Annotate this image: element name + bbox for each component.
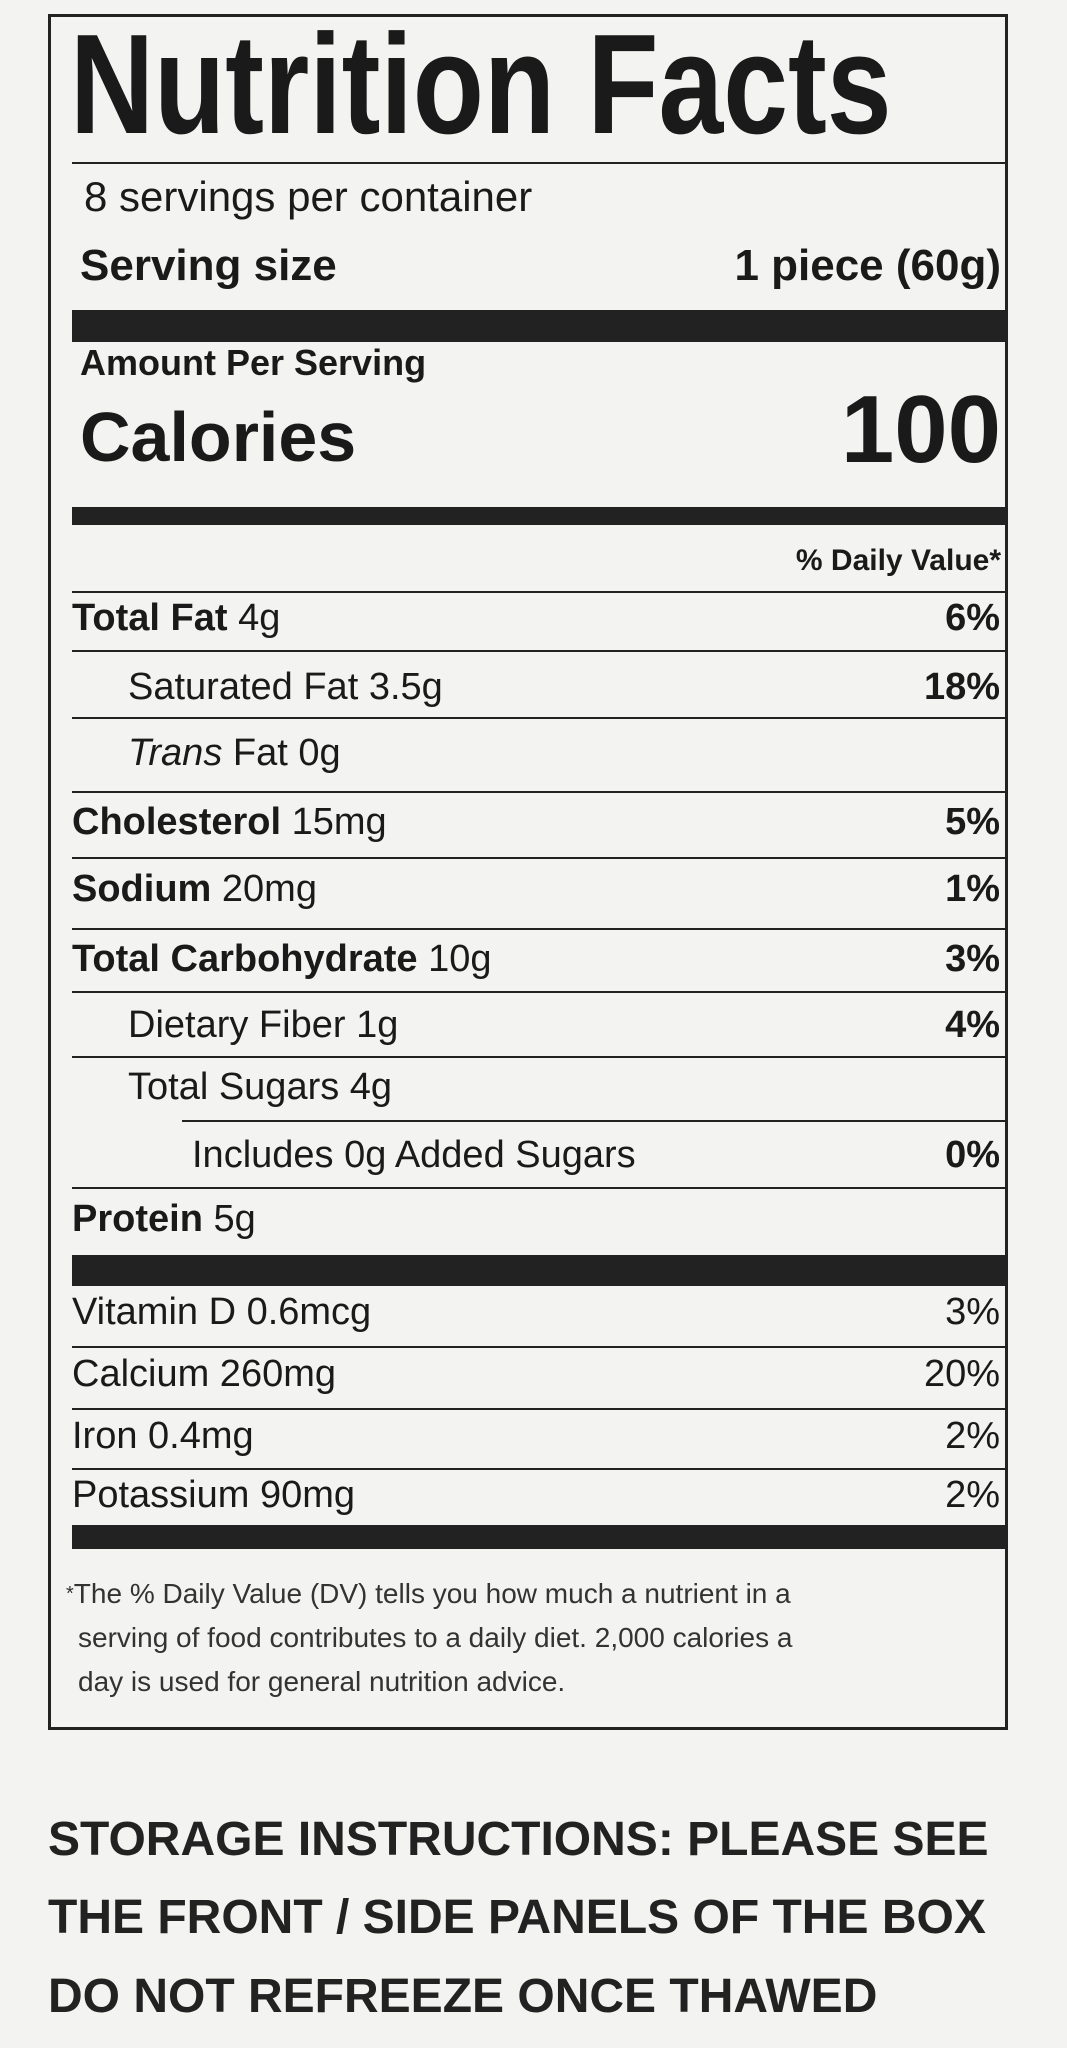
nutrient-amount: 3.5g (368, 666, 443, 708)
footnote-line: serving of food contributes to a daily d… (78, 1622, 793, 1653)
vitamin-text: Calcium 260mg (72, 1353, 336, 1395)
divider (72, 591, 1007, 593)
vitamin-dv: 2% (945, 1415, 1000, 1457)
vitamin-row-calcium: Calcium 260mg 20% (72, 1353, 1000, 1397)
nutrient-row-saturated-fat: Saturated Fat 3.5g 18% (72, 666, 1000, 710)
nutrient-amount: 1g (356, 1004, 399, 1046)
nutrient-row-dietary-fiber: Dietary Fiber 1g 4% (72, 1004, 1000, 1048)
nutrient-amount: 4g (238, 597, 281, 639)
nutrient-name: Protein (72, 1198, 203, 1240)
nutrient-dv: 4% (945, 1004, 1000, 1046)
divider (72, 1346, 1007, 1348)
nutrient-row-trans-fat: Trans Fat 0g (72, 732, 1000, 776)
divider (72, 162, 1007, 164)
label-title: Nutrition Facts (70, 14, 1067, 156)
divider (72, 791, 1007, 793)
divider (72, 857, 1007, 859)
vitamin-dv: 20% (923, 1353, 1000, 1395)
title-text: Nutrition Facts (70, 5, 892, 164)
vitamin-dv: 3% (945, 1291, 1000, 1333)
nutrient-name: Cholesterol (72, 801, 282, 843)
nutrient-amount: 0g (298, 732, 341, 774)
nutrient-dv: 1% (945, 868, 1000, 910)
thick-divider (72, 507, 1007, 525)
nutrient-dv: 6% (945, 597, 1000, 639)
nutrient-dv: 3% (945, 938, 1000, 980)
nutrient-name: Trans (128, 732, 223, 774)
calories-value: 100 (840, 376, 1001, 483)
nutrient-row-total-sugars: Total Sugars 4g (72, 1066, 1000, 1110)
nutrient-row-added-sugars: Includes 0g Added Sugars 0% (72, 1134, 1000, 1178)
thick-divider (72, 310, 1007, 342)
divider (72, 717, 1007, 719)
vitamin-text: Iron 0.4mg (72, 1415, 254, 1457)
storage-line: STORAGE INSTRUCTIONS: PLEASE SEE (48, 1813, 989, 1866)
footnote-line: day is used for general nutrition advice… (78, 1666, 566, 1697)
nutrient-amount: 10g (428, 938, 492, 980)
vitamin-row-potassium: Potassium 90mg 2% (72, 1474, 1000, 1518)
nutrient-amount: 15mg (291, 801, 387, 843)
footnote-line: The % Daily Value (DV) tells you how muc… (73, 1578, 791, 1609)
nutrient-name-suffix: Fat (232, 732, 288, 774)
nutrient-dv: 5% (945, 801, 1000, 843)
footnote: *The % Daily Value (DV) tells you how mu… (66, 1572, 792, 1704)
daily-value-header: % Daily Value* (795, 544, 1001, 577)
footnote-marker: * (66, 1583, 74, 1605)
divider (72, 928, 1007, 930)
nutrient-name: Total Sugars (128, 1066, 340, 1108)
nutrient-name: Includes 0g Added Sugars (192, 1134, 636, 1176)
divider (182, 1120, 1007, 1122)
storage-line: DO NOT REFREEZE ONCE THAWED (48, 1970, 878, 2023)
nutrient-name: Total Carbohydrate (72, 938, 418, 980)
nutrient-row-sodium: Sodium 20mg 1% (72, 868, 1000, 912)
divider (72, 1468, 1007, 1470)
nutrient-name: Sodium (72, 868, 212, 910)
calories-label: Calories (80, 398, 357, 476)
divider (72, 991, 1007, 993)
nutrition-facts-panel (48, 14, 1008, 1730)
nutrient-name: Dietary Fiber (128, 1004, 346, 1046)
vitamin-dv: 2% (945, 1474, 1000, 1516)
nutrient-amount: 5g (213, 1198, 256, 1240)
nutrient-dv: 18% (923, 666, 1000, 708)
storage-line: THE FRONT / SIDE PANELS OF THE BOX (48, 1891, 986, 1944)
thick-divider (72, 1255, 1007, 1286)
nutrient-row-cholesterol: Cholesterol 15mg 5% (72, 801, 1000, 845)
nutrient-name: Total Fat (72, 597, 228, 639)
nutrient-dv: 0% (945, 1134, 1000, 1176)
thick-divider (72, 1525, 1007, 1549)
nutrient-row-total-fat: Total Fat 4g 6% (72, 597, 1000, 641)
serving-size-label: Serving size (80, 241, 337, 290)
vitamin-row-vitamin-d: Vitamin D 0.6mcg 3% (72, 1291, 1000, 1335)
vitamin-row-iron: Iron 0.4mg 2% (72, 1415, 1000, 1459)
nutrient-amount: 20mg (221, 868, 317, 910)
vitamin-text: Potassium 90mg (72, 1474, 356, 1516)
divider (72, 1408, 1007, 1410)
divider (72, 1056, 1007, 1058)
divider (72, 1187, 1007, 1189)
amount-per-serving: Amount Per Serving (80, 342, 427, 383)
nutrient-name: Saturated Fat (128, 666, 359, 708)
divider (72, 650, 1007, 652)
vitamin-text: Vitamin D 0.6mcg (72, 1291, 372, 1333)
nutrient-row-total-carbohydrate: Total Carbohydrate 10g 3% (72, 938, 1000, 982)
nutrient-row-protein: Protein 5g (72, 1198, 1000, 1242)
nutrient-amount: 4g (349, 1066, 393, 1108)
serving-size-value: 1 piece (60g) (734, 241, 1001, 290)
servings-per-container: 8 servings per container (84, 173, 533, 220)
